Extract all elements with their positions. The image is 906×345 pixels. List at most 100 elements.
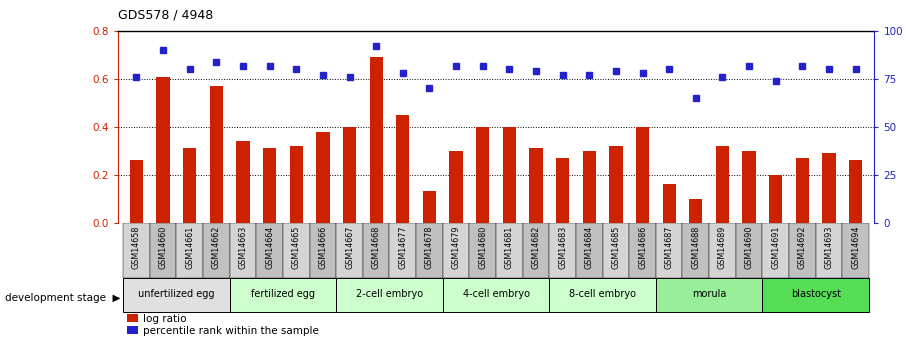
- Bar: [523, 223, 549, 278]
- Bar: [662, 184, 676, 223]
- Bar: [529, 148, 543, 223]
- Text: GSM14665: GSM14665: [292, 225, 301, 269]
- Bar: [443, 223, 469, 278]
- Bar: [209, 86, 223, 223]
- Text: 2-cell embryo: 2-cell embryo: [356, 289, 423, 299]
- Text: GDS578 / 4948: GDS578 / 4948: [118, 9, 213, 22]
- Bar: [789, 223, 815, 278]
- Bar: [849, 160, 863, 223]
- Bar: [229, 278, 336, 312]
- Bar: [362, 223, 390, 278]
- Bar: [843, 223, 869, 278]
- Bar: [709, 223, 736, 278]
- Text: GSM14667: GSM14667: [345, 225, 354, 269]
- Bar: [390, 223, 416, 278]
- Bar: [423, 191, 436, 223]
- Text: GSM14664: GSM14664: [265, 225, 275, 268]
- Text: GSM14694: GSM14694: [851, 225, 860, 269]
- Bar: [123, 223, 149, 278]
- Bar: [763, 223, 789, 278]
- Bar: [503, 127, 516, 223]
- Bar: [336, 223, 362, 278]
- Bar: [236, 141, 250, 223]
- Text: GSM14663: GSM14663: [238, 225, 247, 268]
- Text: morula: morula: [692, 289, 727, 299]
- Bar: [656, 223, 682, 278]
- Text: unfertilized egg: unfertilized egg: [138, 289, 215, 299]
- Bar: [656, 278, 763, 312]
- Text: GSM14666: GSM14666: [318, 225, 327, 268]
- Bar: [549, 278, 656, 312]
- Bar: [682, 223, 709, 278]
- Text: GSM14668: GSM14668: [371, 225, 381, 268]
- Bar: [795, 158, 809, 223]
- Text: GSM14660: GSM14660: [159, 225, 168, 268]
- Bar: [310, 223, 336, 278]
- Bar: [549, 223, 576, 278]
- Text: GSM14688: GSM14688: [691, 225, 700, 268]
- Text: 8-cell embryo: 8-cell embryo: [569, 289, 636, 299]
- Text: GSM14687: GSM14687: [665, 225, 674, 269]
- Text: GSM14692: GSM14692: [798, 225, 807, 269]
- Bar: [149, 223, 177, 278]
- Bar: [602, 223, 630, 278]
- Text: GSM14677: GSM14677: [399, 225, 408, 269]
- Bar: [469, 223, 496, 278]
- Bar: [183, 148, 197, 223]
- Bar: [583, 151, 596, 223]
- Bar: [229, 223, 256, 278]
- Bar: [177, 223, 203, 278]
- Bar: [316, 131, 330, 223]
- Bar: [689, 199, 702, 223]
- Bar: [716, 146, 729, 223]
- Text: GSM14690: GSM14690: [745, 225, 754, 269]
- Text: GSM14680: GSM14680: [478, 225, 487, 268]
- Text: GSM14691: GSM14691: [771, 225, 780, 269]
- Bar: [476, 127, 489, 223]
- Bar: [203, 223, 229, 278]
- Bar: [556, 158, 569, 223]
- Bar: [636, 127, 650, 223]
- Bar: [336, 278, 443, 312]
- Bar: [443, 278, 549, 312]
- Text: GSM14679: GSM14679: [451, 225, 460, 269]
- Text: GSM14685: GSM14685: [612, 225, 621, 269]
- Bar: [370, 57, 383, 223]
- Text: development stage  ▶: development stage ▶: [5, 294, 120, 303]
- Bar: [256, 223, 283, 278]
- Text: GSM14686: GSM14686: [638, 225, 647, 268]
- Text: blastocyst: blastocyst: [791, 289, 841, 299]
- Text: GSM14662: GSM14662: [212, 225, 221, 269]
- Bar: [449, 151, 463, 223]
- Bar: [763, 278, 869, 312]
- Bar: [630, 223, 656, 278]
- Text: GSM14681: GSM14681: [505, 225, 514, 268]
- Bar: [283, 223, 310, 278]
- Text: GSM14658: GSM14658: [132, 225, 141, 269]
- Text: 4-cell embryo: 4-cell embryo: [463, 289, 529, 299]
- Text: GSM14682: GSM14682: [532, 225, 541, 269]
- Bar: [609, 146, 622, 223]
- Bar: [290, 146, 303, 223]
- Text: GSM14661: GSM14661: [185, 225, 194, 268]
- Text: GSM14693: GSM14693: [824, 225, 834, 269]
- Bar: [769, 175, 783, 223]
- Bar: [396, 115, 410, 223]
- Bar: [576, 223, 602, 278]
- Text: GSM14683: GSM14683: [558, 225, 567, 268]
- Legend: log ratio, percentile rank within the sample: log ratio, percentile rank within the sa…: [123, 309, 323, 340]
- Bar: [416, 223, 443, 278]
- Bar: [742, 151, 756, 223]
- Bar: [496, 223, 523, 278]
- Bar: [123, 278, 229, 312]
- Text: GSM14678: GSM14678: [425, 225, 434, 269]
- Text: GSM14689: GSM14689: [718, 225, 727, 269]
- Bar: [130, 160, 143, 223]
- Bar: [736, 223, 763, 278]
- Bar: [342, 127, 356, 223]
- Bar: [157, 77, 169, 223]
- Bar: [263, 148, 276, 223]
- Bar: [815, 223, 843, 278]
- Text: GSM14684: GSM14684: [584, 225, 593, 268]
- Text: fertilized egg: fertilized egg: [251, 289, 315, 299]
